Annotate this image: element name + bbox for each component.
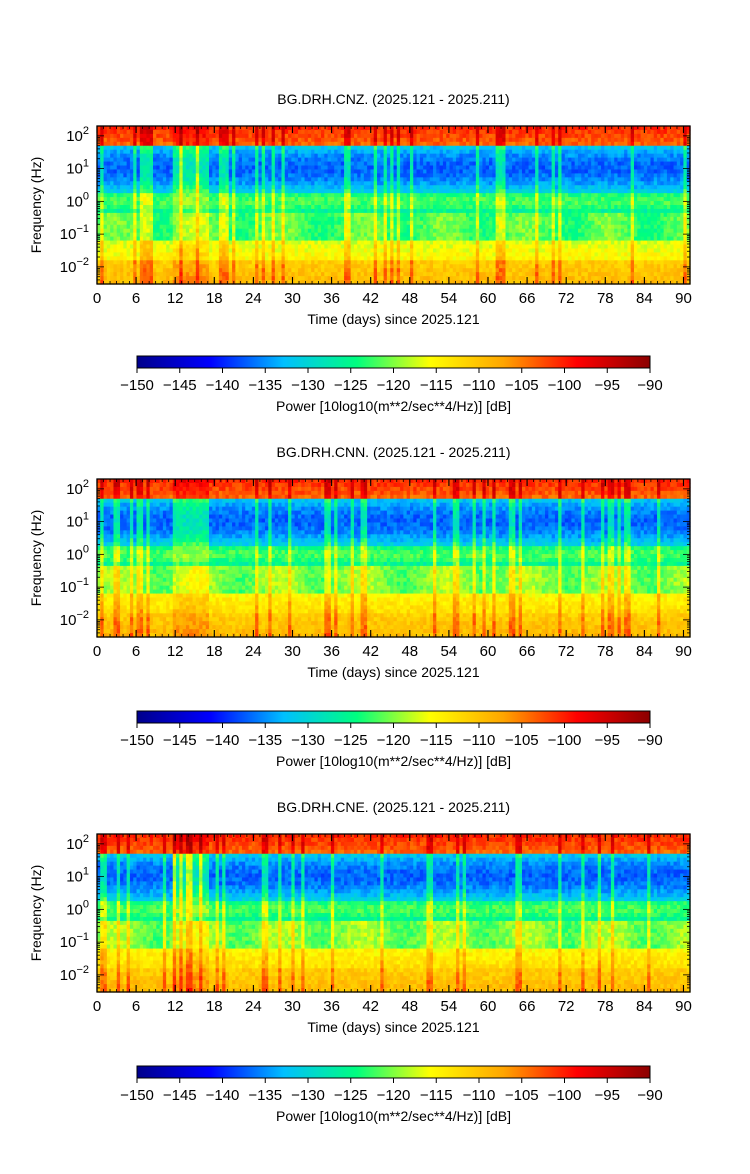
spectrogram-heatmap bbox=[97, 126, 691, 285]
panel-title: BG.DRH.CNZ. (2025.121 - 2025.211) bbox=[277, 91, 509, 107]
spectrogram-figure: BG.DRH.CNZ. (2025.121 - 2025.211) 0 6 12 18 2… bbox=[0, 0, 750, 1169]
figure-svg: BG.DRH.CNZ. (2025.121 - 2025.211)0 6 12 18 2… bbox=[0, 0, 750, 1169]
spectrogram-panel-1: BG.DRH.CNZ. (2025.121 - 2025.211)0 6 12 18 2… bbox=[28, 91, 692, 414]
